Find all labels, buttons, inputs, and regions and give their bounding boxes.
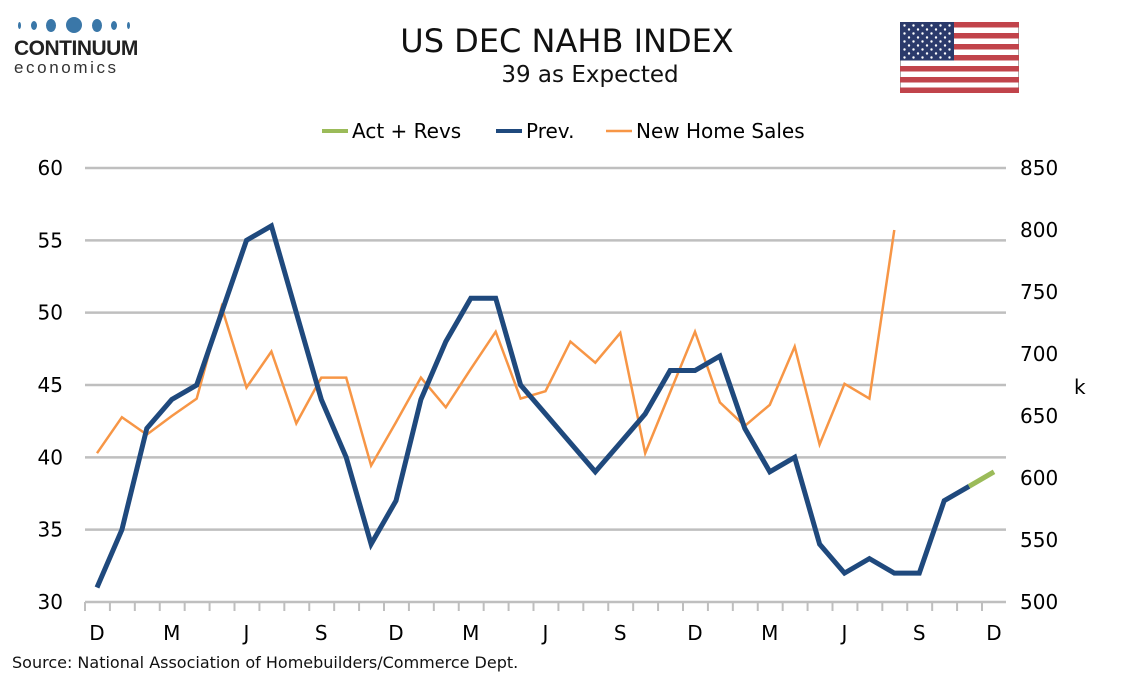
us-flag-icon [900,22,1019,93]
y-right-tick-label: 750 [1020,280,1058,304]
y-right-tick-label: 500 [1020,590,1058,614]
y-right-tick-label: 650 [1020,404,1058,428]
source-note: Source: National Association of Homebuil… [12,653,519,672]
y-right-tick-label: 800 [1020,218,1058,242]
chart-subtitle: 39 as Expected [501,62,679,88]
y-left-tick-label: 60 [38,156,63,180]
x-tick-label: J [541,621,549,645]
logo-name: CONTINUUM [14,37,138,60]
y-left-tick-label: 40 [38,445,63,469]
continuum-logo: CONTINUUM economics [14,14,138,78]
x-tick-label: S [614,621,627,645]
logo-sub: economics [14,58,119,77]
legend: Act + Revs Prev. New Home Sales [322,119,805,143]
y-left-tick-label: 55 [38,228,63,252]
series-line-prev [94,222,971,589]
x-tick-label: D [687,621,702,645]
legend-label-act: Act + Revs [352,119,461,143]
y-right-tick-label: 550 [1020,528,1058,552]
x-tick-label: D [89,621,104,645]
x-tick-label: S [913,621,926,645]
logo-dots-icon [18,14,130,36]
x-tick-label: M [163,621,180,645]
legend-label-sales: New Home Sales [636,119,805,143]
legend-label-prev: Prev. [526,119,574,143]
series-line-new-home-sales [95,229,896,469]
x-tick-label: M [462,621,479,645]
y-right-tick-label: 600 [1020,466,1058,490]
y-left-tick-label: 45 [38,373,63,397]
x-tick-label: J [242,621,250,645]
chart-title: US DEC NAHB INDEX [400,22,734,60]
x-tick-label: M [761,621,778,645]
y-right-tick-label: 850 [1020,156,1058,180]
x-tick-label: D [388,621,403,645]
x-tick-label: S [315,621,328,645]
y-left-tick-label: 50 [38,301,63,325]
y-left-tick-label: 35 [38,518,63,542]
series-line-act-revs [967,469,996,489]
y-right-tick-label: 700 [1020,342,1058,366]
y-left-tick-label: 30 [38,590,63,614]
x-tick-label: J [840,621,848,645]
right-axis-unit: k [1074,375,1086,399]
x-tick-label: D [986,621,1001,645]
